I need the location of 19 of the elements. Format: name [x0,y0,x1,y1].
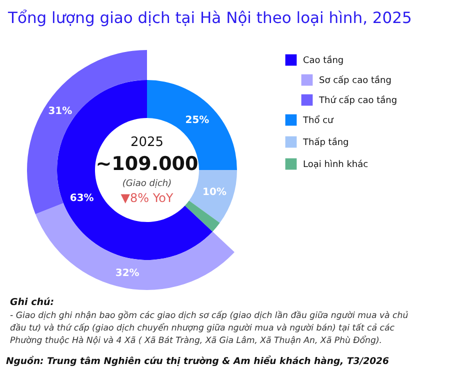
chart-title: Tổng lượng giao dịch tại Hà Nội theo loại hình, 2025 [7,9,412,27]
legend-label: Cao tầng [303,55,344,66]
text: ~109.000 [96,153,198,175]
data-label: 25% [185,114,210,126]
data-label: 31% [48,106,72,117]
legend-label: Sơ cấp cao tầng [319,75,392,86]
legend-label: Thổ cư [302,115,335,126]
data-label: 63% [70,193,94,204]
text: 2025 [130,135,164,150]
text: Nguồn: Trung tâm Nghiên cứu thị trường & Am hiểu khách hàng, T3/2026 [6,355,390,367]
text: (Giao dịch) [122,179,172,189]
text: ▼8% YoY [120,191,174,205]
text: Ghi chú: [10,297,54,308]
data-label: 10% [202,186,226,198]
legend-label: Thấp tầng [302,137,349,148]
legend-label: Loại hình khác [303,159,368,170]
legend-label: Thứ cấp cao tầng [318,95,398,106]
text: - Giao dịch ghi nhận bao gồm các giao dịch sơ cấp (giao dịch lần đầu giữa người mua và chủ đầu tư) và thứ cấp (giao dịch chuyển nhượng giữa người mua và người bán) tại tất cả các Phường thuộc Hà Nội và 4 Xã ( Xã Bát Tràng, Xã Gia Lâm, Xã Thuận An, Xã Phù Đổng). [10,310,409,346]
data-label: 32% [115,268,140,280]
